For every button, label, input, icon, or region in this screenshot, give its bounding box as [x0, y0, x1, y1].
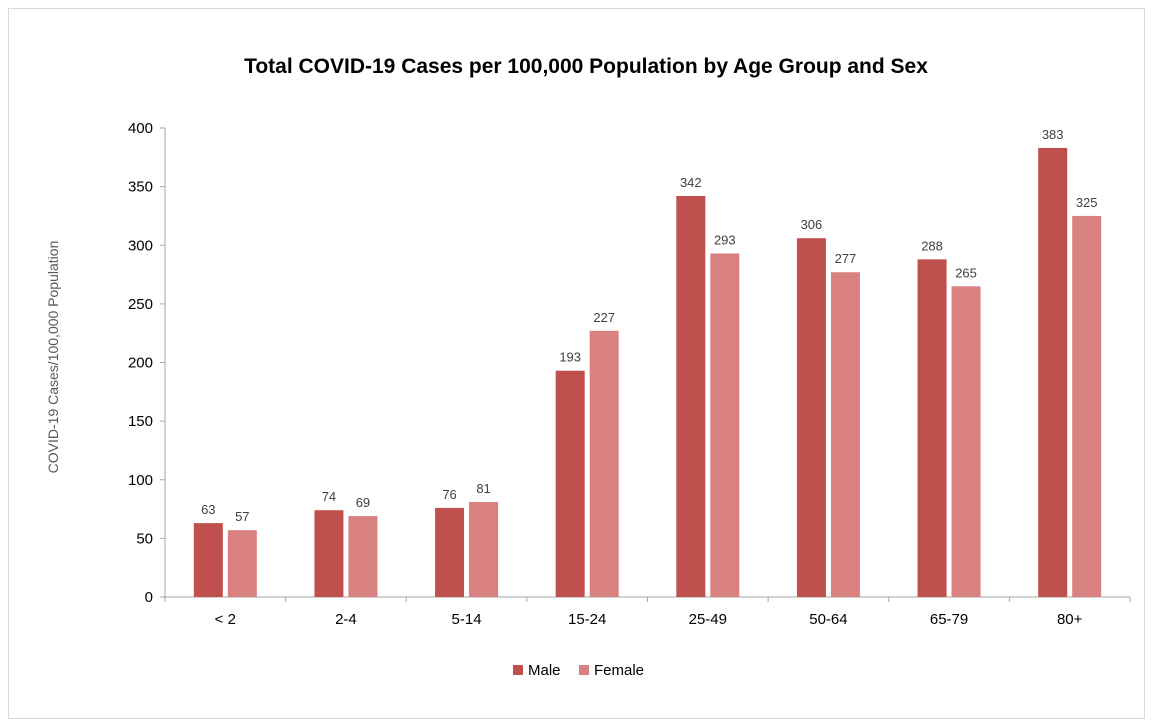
bar-male — [676, 196, 706, 597]
y-tick-label: 200 — [128, 355, 153, 372]
chart-title: Total COVID-19 Cases per 100,000 Populat… — [244, 55, 928, 78]
legend: Male Female — [513, 662, 644, 679]
y-tick-label: 150 — [128, 413, 153, 430]
data-label: 74 — [322, 489, 336, 504]
legend-label-male: Male — [528, 662, 561, 679]
bar-male — [314, 510, 344, 597]
data-label: 227 — [593, 310, 615, 325]
bar-female — [1072, 215, 1102, 597]
data-label: 57 — [235, 509, 249, 524]
data-label: 277 — [835, 251, 857, 266]
bar-male — [555, 370, 585, 597]
y-tick-label: 300 — [128, 237, 153, 254]
x-tick-label: 2-4 — [335, 611, 357, 628]
y-tick-label: 400 — [128, 120, 153, 137]
bar-female — [951, 286, 981, 597]
bar-male — [1038, 147, 1068, 597]
x-tick-label: < 2 — [215, 611, 236, 628]
y-axis-label: COVID-19 Cases/100,000 Population — [45, 241, 61, 474]
data-label: 288 — [921, 238, 943, 253]
data-label: 306 — [801, 217, 823, 232]
bar-female — [348, 516, 378, 597]
y-tick-label: 100 — [128, 472, 153, 489]
data-label: 383 — [1042, 127, 1064, 142]
data-label: 63 — [201, 502, 215, 517]
data-label: 76 — [442, 487, 456, 502]
bar-female — [469, 502, 499, 597]
data-label: 193 — [559, 350, 581, 365]
x-tick-label: 80+ — [1057, 611, 1083, 628]
data-label: 69 — [356, 495, 370, 510]
y-tick-label: 0 — [145, 589, 153, 606]
data-label: 265 — [955, 265, 977, 280]
bar-male — [917, 259, 947, 597]
legend-label-female: Female — [594, 662, 644, 679]
bar-female — [227, 530, 257, 597]
data-label: 325 — [1076, 195, 1098, 210]
bar-female — [710, 253, 740, 597]
data-label: 293 — [714, 232, 736, 247]
bar-male — [435, 507, 465, 597]
x-tick-label: 50-64 — [809, 611, 847, 628]
y-tick-label: 250 — [128, 296, 153, 313]
x-tick-label: 15-24 — [568, 611, 606, 628]
y-tick-label: 350 — [128, 179, 153, 196]
data-label: 342 — [680, 175, 702, 190]
bar-female — [830, 272, 860, 597]
y-tick-label: 50 — [136, 530, 153, 547]
bars: 63 57 74 69 76 81 193 227 342 293 306 277 288 265 383 3… — [193, 127, 1102, 597]
x-tick-label: 5-14 — [452, 611, 482, 628]
data-label: 81 — [476, 481, 490, 496]
x-tick-label: 25-49 — [689, 611, 727, 628]
bar-male — [193, 523, 223, 597]
x-tick-label: 65-79 — [930, 611, 968, 628]
bar-female — [589, 330, 619, 597]
legend-swatch-male — [513, 665, 523, 675]
bar-male — [796, 238, 826, 597]
legend-swatch-female — [579, 665, 589, 675]
